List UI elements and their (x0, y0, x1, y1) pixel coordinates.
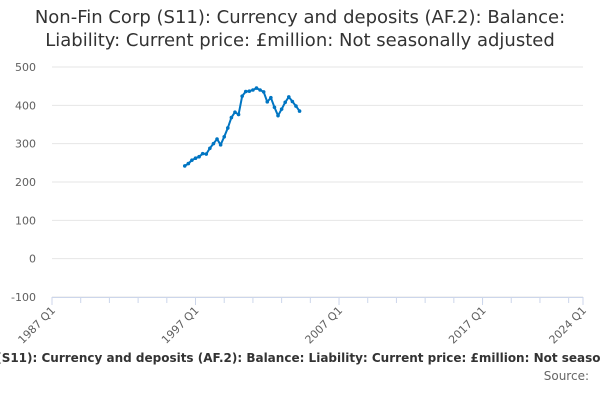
x-tick-label: 1987 Q1 (16, 304, 59, 347)
data-point (261, 90, 266, 94)
legend-label: Non-Fin Corp (S11): Currency and deposit… (0, 351, 600, 365)
x-tick-label: 2024 Q1 (547, 304, 590, 347)
data-point (208, 146, 212, 151)
data-point (182, 164, 187, 168)
x-tick-label: 2007 Q1 (303, 304, 346, 347)
series-group (182, 86, 302, 168)
data-point (269, 95, 273, 100)
data-point (186, 161, 191, 166)
data-point (247, 89, 252, 93)
source-label: Source: (544, 369, 589, 383)
data-point (200, 151, 205, 156)
data-point (211, 141, 216, 146)
x-axis: 1987 Q1 1997 Q1 2007 Q1 2017 Q1 2024 Q1 (16, 297, 590, 347)
y-axis: 500 400 300 200 100 0 -100 (11, 61, 36, 304)
data-point (233, 110, 237, 115)
data-point (283, 100, 288, 105)
source: Source: (544, 369, 589, 383)
chart-title: Non-Fin Corp (S11): Currency and deposit… (34, 7, 566, 51)
y-tick-label: -100 (11, 291, 36, 304)
x-tick-label: 2017 Q1 (446, 304, 489, 347)
data-point (254, 86, 259, 90)
data-point (297, 109, 302, 113)
data-point (197, 154, 201, 159)
data-point (229, 115, 234, 120)
x-tick-label: 1997 Q1 (159, 304, 202, 347)
y-tick-label: 400 (15, 99, 36, 112)
data-point (204, 152, 209, 156)
data-point (276, 113, 280, 118)
y-tick-label: 300 (15, 138, 36, 151)
data-point (222, 134, 227, 139)
data-point (193, 156, 198, 161)
data-point (290, 99, 295, 104)
y-tick-label: 500 (15, 61, 36, 74)
y-tick-label: 100 (15, 214, 36, 227)
data-point (240, 94, 244, 98)
data-point (226, 126, 230, 130)
data-point (236, 112, 241, 117)
grid-lines (52, 66, 583, 298)
y-tick-label: 0 (29, 253, 36, 266)
data-point (279, 107, 284, 111)
legend[interactable]: Non-Fin Corp (S11): Currency and deposit… (0, 351, 600, 365)
data-point (190, 158, 194, 162)
data-point (258, 88, 262, 92)
data-point (286, 95, 291, 99)
data-point (272, 105, 277, 110)
data-point (215, 137, 219, 141)
data-point (294, 104, 298, 108)
data-point (218, 143, 223, 147)
data-point (243, 89, 248, 94)
y-tick-label: 200 (15, 176, 36, 189)
data-point (265, 100, 270, 104)
data-point (251, 88, 255, 92)
